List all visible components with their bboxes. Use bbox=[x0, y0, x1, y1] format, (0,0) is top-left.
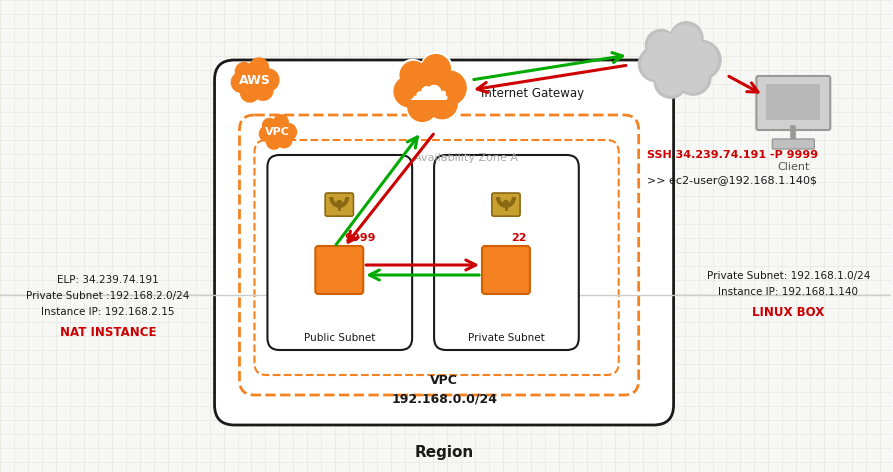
Text: NAT INSTANCE: NAT INSTANCE bbox=[60, 326, 156, 338]
Circle shape bbox=[262, 118, 277, 133]
Circle shape bbox=[238, 63, 271, 97]
Circle shape bbox=[431, 70, 467, 106]
Text: 9999: 9999 bbox=[345, 233, 376, 243]
Circle shape bbox=[654, 64, 688, 99]
FancyBboxPatch shape bbox=[492, 193, 520, 216]
FancyBboxPatch shape bbox=[434, 155, 579, 350]
Text: Internet Gateway: Internet Gateway bbox=[481, 86, 584, 100]
Circle shape bbox=[650, 31, 707, 89]
Circle shape bbox=[393, 76, 425, 108]
Circle shape bbox=[336, 200, 343, 206]
Circle shape bbox=[681, 40, 722, 80]
Text: Availability Zone A: Availability Zone A bbox=[414, 153, 518, 163]
Text: Region: Region bbox=[414, 446, 473, 461]
Circle shape bbox=[279, 123, 297, 141]
Circle shape bbox=[421, 51, 453, 84]
Circle shape bbox=[404, 63, 455, 113]
Circle shape bbox=[264, 119, 290, 145]
FancyBboxPatch shape bbox=[214, 60, 673, 425]
Circle shape bbox=[397, 59, 428, 89]
Circle shape bbox=[675, 59, 712, 96]
Circle shape bbox=[652, 34, 705, 86]
FancyBboxPatch shape bbox=[267, 155, 413, 350]
Circle shape bbox=[407, 92, 438, 122]
Text: Instance IP: 192.168.1.140: Instance IP: 192.168.1.140 bbox=[718, 287, 858, 297]
Circle shape bbox=[681, 42, 718, 78]
Circle shape bbox=[266, 134, 281, 150]
Circle shape bbox=[391, 75, 425, 109]
Text: Private Subnet: 192.168.1.0/24: Private Subnet: 192.168.1.0/24 bbox=[706, 271, 870, 281]
Circle shape bbox=[421, 54, 451, 84]
Text: Private Subnet :192.168.2.0/24: Private Subnet :192.168.2.0/24 bbox=[26, 291, 189, 301]
Circle shape bbox=[235, 62, 254, 81]
Circle shape bbox=[249, 57, 269, 77]
Circle shape bbox=[645, 29, 677, 61]
Circle shape bbox=[266, 121, 288, 143]
Circle shape bbox=[655, 36, 703, 84]
Circle shape bbox=[276, 132, 293, 149]
Text: SSH 34.239.74.191 -P 9999: SSH 34.239.74.191 -P 9999 bbox=[647, 150, 818, 160]
Circle shape bbox=[426, 87, 460, 122]
Text: ☁: ☁ bbox=[408, 67, 450, 109]
Circle shape bbox=[656, 38, 700, 82]
Text: 22: 22 bbox=[511, 233, 527, 243]
Circle shape bbox=[402, 61, 456, 115]
Circle shape bbox=[253, 80, 274, 101]
Circle shape bbox=[240, 66, 269, 94]
Circle shape bbox=[399, 61, 428, 89]
Circle shape bbox=[655, 64, 688, 96]
Circle shape bbox=[408, 67, 450, 109]
Circle shape bbox=[426, 87, 458, 119]
Circle shape bbox=[638, 46, 674, 82]
Circle shape bbox=[240, 83, 260, 103]
Circle shape bbox=[641, 47, 674, 80]
Circle shape bbox=[670, 25, 702, 56]
Text: VPC: VPC bbox=[265, 127, 290, 137]
Circle shape bbox=[675, 59, 709, 93]
Circle shape bbox=[230, 72, 252, 93]
FancyBboxPatch shape bbox=[325, 193, 354, 216]
Text: Private Subnet: Private Subnet bbox=[468, 333, 545, 343]
Circle shape bbox=[273, 114, 289, 130]
FancyBboxPatch shape bbox=[766, 84, 821, 120]
Text: LINUX BOX: LINUX BOX bbox=[752, 305, 824, 319]
Text: >> ec2-user@192.168.1.140$: >> ec2-user@192.168.1.140$ bbox=[647, 175, 816, 185]
Circle shape bbox=[669, 21, 704, 56]
Text: Client: Client bbox=[777, 162, 810, 172]
Circle shape bbox=[432, 69, 470, 107]
Circle shape bbox=[259, 126, 275, 142]
Circle shape bbox=[406, 66, 452, 110]
FancyBboxPatch shape bbox=[772, 139, 814, 149]
FancyBboxPatch shape bbox=[315, 246, 363, 294]
Text: VPC
192.168.0.0/24: VPC 192.168.0.0/24 bbox=[391, 374, 497, 405]
Text: Instance IP: 192.168.2.15: Instance IP: 192.168.2.15 bbox=[41, 307, 174, 317]
Circle shape bbox=[256, 68, 280, 92]
FancyBboxPatch shape bbox=[756, 76, 830, 130]
Text: AWS: AWS bbox=[238, 74, 271, 86]
Circle shape bbox=[647, 32, 678, 61]
Text: ELP: 34.239.74.191: ELP: 34.239.74.191 bbox=[57, 275, 159, 285]
Circle shape bbox=[405, 92, 438, 125]
Text: Public Subnet: Public Subnet bbox=[304, 333, 375, 343]
FancyBboxPatch shape bbox=[482, 246, 530, 294]
Circle shape bbox=[503, 200, 509, 206]
